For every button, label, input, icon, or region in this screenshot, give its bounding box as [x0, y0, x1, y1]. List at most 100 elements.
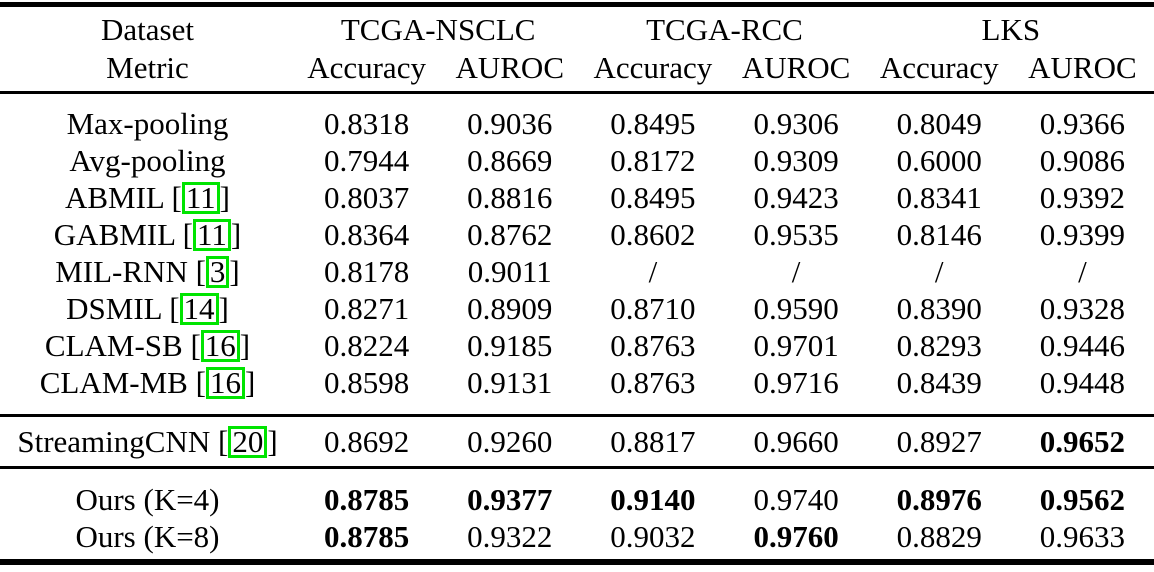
value-cell: 0.8762: [467, 217, 553, 252]
value-cell: /: [648, 254, 658, 289]
citation-link[interactable]: 11: [181, 182, 220, 214]
value-cell: 0.8927: [896, 424, 982, 459]
method-name: GABMIL: [53, 217, 175, 252]
value-cell: /: [934, 254, 944, 289]
value-cell: 0.8598: [323, 365, 410, 400]
streaming-section: StreamingCNN [20] 0.8692 0.9260 0.8817 0.966…: [0, 417, 1154, 466]
value-cell: /: [791, 254, 801, 289]
method-name: ABMIL: [64, 180, 164, 215]
value-cell: 0.8692: [323, 424, 410, 459]
method-cell: Ours (K=4): [0, 481, 295, 518]
method-name: Ours (K=4): [75, 482, 220, 517]
value-cell: 0.8785: [323, 482, 410, 517]
header-metric-accuracy: Accuracy: [879, 50, 999, 85]
value-cell: 0.8224: [323, 328, 410, 363]
value-cell: 0.9140: [610, 482, 696, 517]
top-rule: [0, 2, 1154, 7]
mid-rule-1: [0, 414, 1154, 417]
method-cell: ABMIL [11]: [64, 180, 230, 215]
table-row: GABMIL [11] 0.8364 0.8762 0.8602 0.9535 0.814…: [0, 216, 1154, 253]
value-cell: 0.9446: [1039, 328, 1126, 363]
value-cell: 0.7944: [323, 143, 410, 178]
value-cell: 0.8817: [610, 424, 696, 459]
method-name: DSMIL: [66, 291, 162, 326]
table-row: Ours (K=4) 0.8785 0.9377 0.9140 0.9740 0.8976…: [0, 481, 1154, 518]
value-cell: 0.9633: [1039, 519, 1126, 554]
table-row: CLAM-SB [16] 0.8224 0.9185 0.8763 0.9701 0.82…: [0, 327, 1154, 364]
value-cell: 0.9032: [610, 519, 696, 554]
value-cell: 0.8390: [896, 291, 982, 326]
header-group-tcga-rcc: TCGA-RCC: [646, 12, 803, 47]
header-dataset-label: Dataset: [101, 12, 194, 47]
method-name: Max-pooling: [66, 106, 229, 141]
citation-link[interactable]: 11: [193, 219, 231, 251]
citation-link[interactable]: 16: [200, 330, 240, 362]
value-cell: 0.9562: [1039, 482, 1126, 517]
method-cell: CLAM-SB [16]: [44, 328, 251, 363]
value-cell: 0.8364: [323, 217, 410, 252]
value-cell: 0.9328: [1039, 291, 1126, 326]
header-group-tcga-nsclc: TCGA-NSCLC: [340, 12, 536, 47]
table-row: CLAM-MB [16] 0.8598 0.9131 0.8763 0.9716 0.84…: [0, 364, 1154, 401]
citation-link[interactable]: 3: [205, 256, 230, 288]
header-row-metrics: Metric Accuracy AUROC Accuracy AUROC Acc…: [0, 49, 1154, 86]
header-group-lks: LKS: [981, 12, 1041, 47]
method-name: Avg-pooling: [69, 143, 226, 178]
table-row: Max-pooling 0.8318 0.9036 0.8495 0.9306 0.804…: [0, 105, 1154, 142]
value-cell: 0.9660: [753, 424, 839, 459]
value-cell: 0.8037: [323, 180, 410, 215]
value-cell: 0.9701: [753, 328, 839, 363]
value-cell: 0.8318: [323, 106, 410, 141]
value-cell: 0.8710: [610, 291, 696, 326]
citation-link[interactable]: 16: [205, 367, 245, 399]
value-cell: 0.9740: [753, 482, 839, 517]
value-cell: 0.8763: [610, 365, 696, 400]
header-metric-auroc: AUROC: [455, 50, 564, 85]
value-cell: 0.9392: [1039, 180, 1126, 215]
header-metric-auroc: AUROC: [1028, 50, 1137, 85]
value-cell: 0.8439: [896, 365, 982, 400]
baselines-section: Max-pooling 0.8318 0.9036 0.8495 0.9306 0.804…: [0, 94, 1154, 414]
citation-link[interactable]: 20: [228, 426, 268, 458]
value-cell: 0.8909: [467, 291, 553, 326]
value-cell: 0.8763: [610, 328, 696, 363]
value-cell: 0.9423: [753, 180, 839, 215]
value-cell: 0.9011: [467, 254, 552, 289]
value-cell: 0.9366: [1039, 106, 1126, 141]
table-row: StreamingCNN [20] 0.8692 0.9260 0.8817 0.966…: [0, 423, 1154, 460]
method-cell: CLAM-MB [16]: [39, 365, 256, 400]
value-cell: 0.8785: [323, 519, 410, 554]
method-name: CLAM-SB: [44, 328, 183, 363]
value-cell: 0.8495: [610, 180, 696, 215]
header-metric-accuracy: Accuracy: [307, 50, 426, 85]
value-cell: 0.8602: [610, 217, 696, 252]
value-cell: 0.8178: [323, 254, 410, 289]
table-header: Dataset TCGA-NSCLC TCGA-RCC LKS Metric A…: [0, 7, 1154, 91]
value-cell: 0.9086: [1039, 143, 1126, 178]
value-cell: 0.9535: [753, 217, 839, 252]
bottom-rule: [0, 559, 1154, 565]
method-name: CLAM-MB: [39, 365, 188, 400]
citation-link[interactable]: 14: [179, 293, 219, 325]
value-cell: 0.9131: [467, 365, 553, 400]
method-cell: StreamingCNN [20]: [17, 424, 278, 459]
value-cell: 0.8049: [896, 106, 982, 141]
method-cell: DSMIL [14]: [66, 291, 229, 326]
method-cell: Max-pooling: [0, 105, 295, 142]
value-cell: 0.6000: [896, 143, 982, 178]
method-cell: MIL-RNN [3]: [55, 254, 240, 289]
value-cell: 0.9716: [753, 365, 839, 400]
method-name: StreamingCNN: [17, 424, 211, 459]
value-cell: 0.9036: [467, 106, 553, 141]
header-metric-auroc: AUROC: [741, 50, 851, 85]
header-separator-rule: [0, 91, 1154, 94]
value-cell: 0.8293: [896, 328, 982, 363]
value-cell: 0.9652: [1039, 424, 1126, 459]
value-cell: 0.9448: [1039, 365, 1126, 400]
value-cell: 0.8341: [896, 180, 982, 215]
method-cell: Ours (K=8): [0, 518, 295, 555]
value-cell: 0.9399: [1039, 217, 1126, 252]
value-cell: 0.8816: [467, 180, 553, 215]
value-cell: 0.9322: [467, 519, 553, 554]
